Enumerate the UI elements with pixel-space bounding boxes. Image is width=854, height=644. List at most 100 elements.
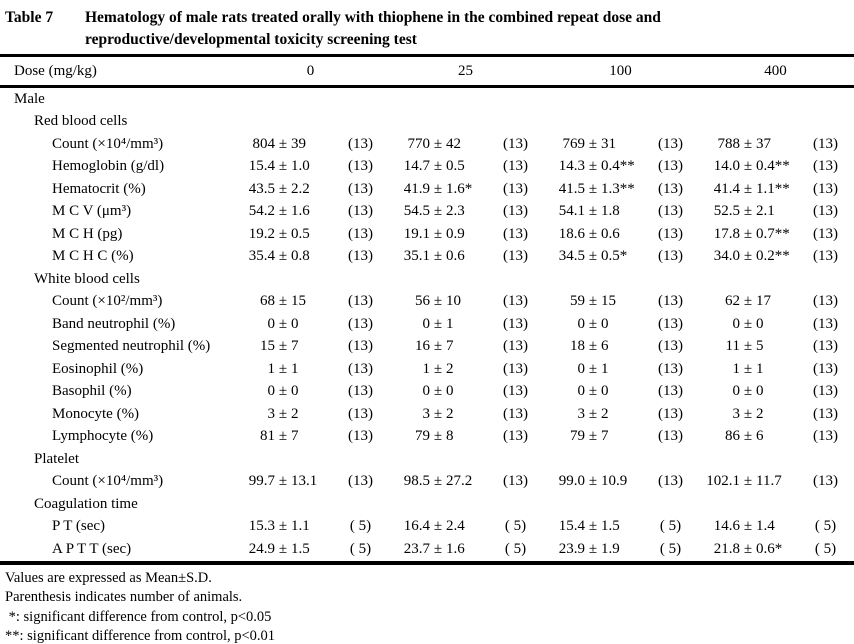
n-animals: (13)	[813, 203, 838, 220]
sd-value: 0.6	[446, 248, 465, 265]
dose-value-group: 18.6 ±0.6 (13)	[543, 226, 698, 243]
n-animals: ( 5)	[504, 518, 527, 535]
sd-value: 7	[446, 338, 454, 355]
section-row: Red blood cells	[0, 111, 854, 134]
value-cell: 14.6 ±1.4	[698, 518, 798, 535]
n-animals: (13)	[503, 338, 528, 355]
mean-value: 102.1	[706, 473, 740, 490]
mean-value: 54.2	[248, 203, 275, 220]
value-cell: 788 ±37	[698, 136, 798, 153]
plus-minus-sign: ±	[433, 225, 443, 242]
mean-value: 41.5	[558, 180, 585, 197]
mean-value: 41.9	[403, 180, 430, 197]
sd-value: 2.2	[291, 180, 310, 197]
plus-minus-sign: ±	[588, 180, 598, 197]
dose-value-group: 16 ±7 (13)	[388, 338, 543, 355]
sd-value: 0	[446, 383, 454, 400]
dose-value-group: 14.3 ±0.4** (13)	[543, 158, 698, 175]
row-label: Segmented neutrophil (%)	[52, 338, 211, 355]
sd-value: 1	[446, 315, 454, 332]
sd-value: 0.7**	[756, 225, 790, 242]
n-animals: ( 5)	[659, 540, 682, 557]
plus-minus-sign: ±	[433, 428, 443, 445]
plus-minus-sign: ±	[433, 360, 443, 377]
dose-value-group: 14.6 ±1.4 ( 5)	[698, 518, 853, 535]
n-animals: (13)	[813, 293, 838, 310]
plus-minus-sign: ±	[278, 405, 288, 422]
value-cell: 54.1 ±1.8	[543, 203, 643, 220]
mean-value: 52.5	[713, 203, 740, 220]
table-row: Count (×10⁴/mm³) 99.7 ±13.1 (13) 98.5 ±27.2 (1…	[0, 471, 854, 494]
plus-minus-sign: ±	[743, 135, 753, 152]
value-cell: 41.5 ±1.3**	[543, 181, 643, 198]
n-animals: (13)	[348, 315, 373, 332]
plus-minus-sign: ±	[588, 540, 598, 557]
dose-value-group: 62 ±17 (13)	[698, 293, 853, 310]
plus-minus-sign: ±	[588, 203, 598, 220]
plus-minus-sign: ±	[278, 158, 288, 175]
n-animals: (13)	[658, 225, 683, 242]
n-animals: ( 5)	[504, 540, 527, 557]
plus-minus-sign: ±	[278, 203, 288, 220]
table-row: M C H C (%) 35.4 ±0.8 (13) 35.1 ±0.6 (13) 34.5 ±…	[0, 246, 854, 269]
dose-value-group: 99.0 ±10.9 (13)	[543, 473, 698, 490]
mean-value: 788	[717, 135, 741, 152]
sd-value: 39	[291, 135, 306, 152]
sd-value: 1.1	[291, 518, 310, 535]
sd-value: 10.9	[601, 473, 628, 490]
n-animals: (13)	[503, 428, 528, 445]
row-label: Eosinophil (%)	[52, 360, 144, 377]
value-cell: 3 ±2	[698, 406, 798, 423]
dose-header-row: Dose (mg/kg) 0 25 100 400	[0, 57, 854, 85]
mean-value: 11	[725, 338, 740, 355]
dose-value-group: 14.0 ±0.4** (13)	[698, 158, 853, 175]
mean-value: 99.0	[558, 473, 585, 490]
value-cell: 34.5 ±0.5*	[543, 248, 643, 265]
table-number: Table 7	[5, 9, 54, 26]
sd-value: 1.8	[601, 203, 620, 220]
sd-value: 0.2**	[756, 248, 790, 265]
value-cell: 24.9 ±1.5	[233, 541, 333, 558]
plus-minus-sign: ±	[588, 338, 598, 355]
mean-value: 770	[407, 135, 431, 152]
dose-value-group: 0 ±0 (13)	[698, 383, 853, 400]
mean-value: 98.5	[403, 473, 430, 490]
mean-value: 3	[422, 405, 431, 422]
n-animals: (13)	[658, 315, 683, 332]
sd-value: 2	[446, 360, 454, 377]
dose-value-group: 81 ±7 (13)	[233, 428, 388, 445]
table-caption: Hematology of male rats treated orally w…	[85, 7, 805, 54]
dose-value-group: 41.5 ±1.3** (13)	[543, 181, 698, 198]
plus-minus-sign: ±	[588, 383, 598, 400]
row-label: Basophil (%)	[52, 383, 132, 400]
mean-value: 41.4	[713, 180, 740, 197]
plus-minus-sign: ±	[588, 518, 598, 535]
n-animals: (13)	[503, 383, 528, 400]
dose-value-group: 34.0 ±0.2** (13)	[698, 248, 853, 265]
mean-value: 19.2	[248, 225, 275, 242]
n-animals: (13)	[813, 135, 838, 152]
value-cell: 43.5 ±2.2	[233, 181, 333, 198]
mean-value: 23.7	[403, 540, 430, 557]
row-label: M C V (μm³)	[52, 203, 132, 220]
sd-value: 10	[446, 293, 461, 310]
dose-value-group: 41.4 ±1.1** (13)	[698, 181, 853, 198]
mean-value: 24.9	[248, 540, 275, 557]
sd-value: 15	[291, 293, 306, 310]
dose-value-group: 15.4 ±1.0 (13)	[233, 158, 388, 175]
n-animals: (13)	[503, 135, 528, 152]
mean-value: 3	[577, 405, 586, 422]
caption-line-2: reproductive/developmental toxicity scre…	[85, 30, 417, 48]
row-label: A P T T (sec)	[52, 540, 132, 557]
sd-value: 0.4**	[756, 158, 790, 175]
plus-minus-sign: ±	[433, 293, 443, 310]
sd-value: 0	[291, 315, 299, 332]
plus-minus-sign: ±	[278, 180, 288, 197]
plus-minus-sign: ±	[588, 360, 598, 377]
value-cell: 1 ±1	[233, 361, 333, 378]
dose-value-group: 18 ±6 (13)	[543, 338, 698, 355]
dose-value-group: 23.9 ±1.9 ( 5)	[543, 541, 698, 558]
mean-value: 804	[252, 135, 276, 152]
plus-minus-sign: ±	[433, 180, 443, 197]
value-cell: 15.4 ±1.0	[233, 158, 333, 175]
